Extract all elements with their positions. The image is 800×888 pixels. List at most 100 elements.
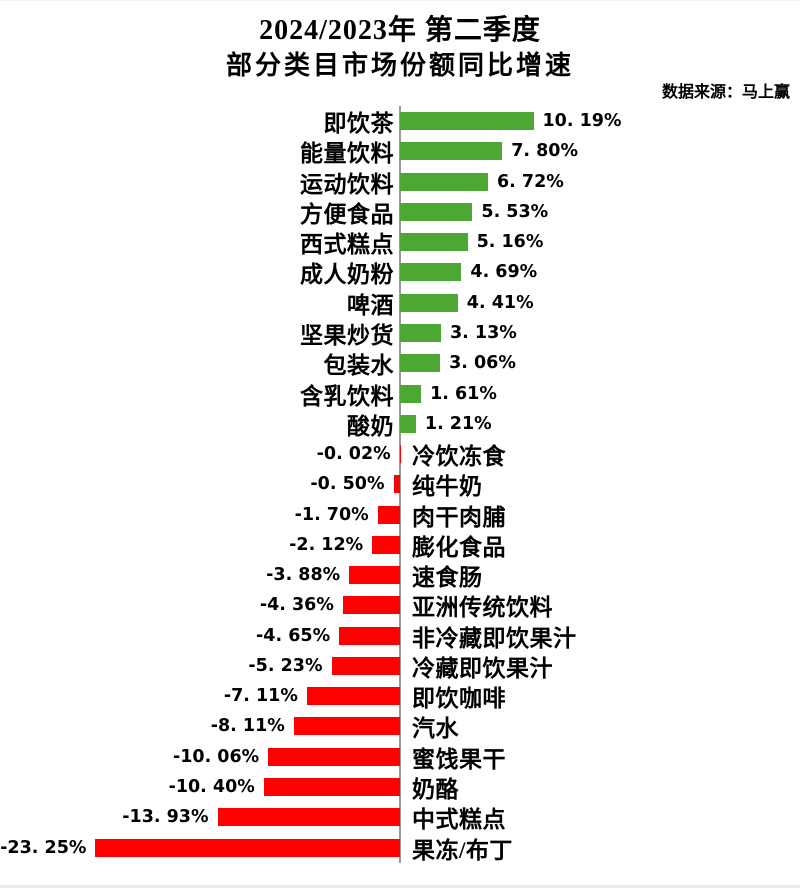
bar-negative bbox=[217, 808, 400, 827]
row-left-cell: -4. 36% bbox=[0, 595, 400, 615]
row-left-cell: -4. 65% bbox=[0, 626, 400, 646]
bar-row: 酸奶 1. 21% bbox=[0, 409, 800, 439]
bar-row: 即饮茶 10. 19% bbox=[0, 106, 800, 136]
row-left-cell: 西式糕点 bbox=[0, 225, 400, 259]
value-label: -8. 11% bbox=[210, 716, 285, 737]
category-label: 膨化食品 bbox=[412, 534, 506, 560]
value-label: -10. 40% bbox=[168, 776, 255, 797]
category-label: 运动饮料 bbox=[300, 171, 394, 197]
value-label: -10. 06% bbox=[172, 746, 260, 767]
row-right-cell: 4. 69% bbox=[400, 262, 800, 282]
bar-row: -7. 11% 即饮咖啡 bbox=[0, 681, 800, 711]
row-left-cell: -0. 50% bbox=[0, 474, 400, 494]
bar-row: -10. 40% 奶酪 bbox=[0, 772, 800, 802]
value-label: -2. 12% bbox=[289, 534, 364, 555]
bar-row: -5. 23% 冷藏即饮果汁 bbox=[0, 651, 800, 681]
category-label: 纯牛奶 bbox=[412, 474, 483, 500]
category-label: 非冷藏即饮果汁 bbox=[412, 625, 577, 651]
category-label: 蜜饯果干 bbox=[412, 746, 506, 772]
row-left-cell: 成人奶粉 bbox=[0, 255, 400, 289]
value-label: -0. 50% bbox=[310, 474, 385, 495]
bar-positive bbox=[400, 414, 416, 433]
row-left-cell: -0. 02% bbox=[0, 444, 400, 464]
category-label: 即饮茶 bbox=[323, 111, 394, 137]
row-right-cell: 1. 21% bbox=[400, 414, 800, 434]
bar-positive bbox=[400, 142, 503, 161]
row-right-cell: 速食肠 bbox=[400, 558, 800, 592]
row-left-cell: 即饮茶 bbox=[0, 104, 400, 138]
bar-negative bbox=[349, 566, 400, 585]
value-label: 4. 69% bbox=[470, 262, 538, 283]
row-left-cell: 方便食品 bbox=[0, 195, 400, 229]
row-left-cell: 包装水 bbox=[0, 346, 400, 380]
category-label: 含乳饮料 bbox=[300, 383, 394, 409]
category-label: 冷饮冻食 bbox=[412, 444, 506, 470]
bar-positive bbox=[400, 112, 534, 131]
value-label: -3. 88% bbox=[266, 565, 341, 586]
bar-negative bbox=[306, 687, 400, 706]
value-label: -4. 36% bbox=[259, 595, 334, 616]
row-right-cell: 膨化食品 bbox=[400, 528, 800, 562]
category-label: 啤酒 bbox=[347, 292, 394, 318]
row-right-cell: 7. 80% bbox=[400, 141, 800, 161]
category-label: 包装水 bbox=[323, 353, 394, 379]
row-right-cell: 即饮咖啡 bbox=[400, 679, 800, 713]
row-left-cell: -5. 23% bbox=[0, 656, 400, 676]
bar-row: -3. 88% 速食肠 bbox=[0, 560, 800, 590]
row-right-cell: 奶酪 bbox=[400, 770, 800, 804]
category-label: 奶酪 bbox=[412, 776, 459, 802]
value-label: -5. 23% bbox=[248, 655, 323, 676]
row-right-cell: 蜜饯果干 bbox=[400, 740, 800, 774]
row-left-cell: 酸奶 bbox=[0, 407, 400, 441]
row-right-cell: 3. 13% bbox=[400, 323, 800, 343]
value-label: 10. 19% bbox=[542, 111, 622, 132]
category-label: 冷藏即饮果汁 bbox=[412, 655, 553, 681]
bar-negative bbox=[331, 656, 400, 675]
row-right-cell: 5. 53% bbox=[400, 202, 800, 222]
category-label: 坚果炒货 bbox=[300, 323, 394, 348]
bar-negative bbox=[95, 838, 400, 857]
bar-row: -10. 06% 蜜饯果干 bbox=[0, 742, 800, 772]
row-left-cell: 运动饮料 bbox=[0, 165, 400, 199]
bar-negative bbox=[339, 626, 400, 645]
category-label: 酸奶 bbox=[347, 413, 394, 439]
bar-row: 成人奶粉 4. 69% bbox=[0, 257, 800, 287]
bar-negative bbox=[372, 535, 400, 554]
value-label: 5. 53% bbox=[481, 201, 549, 222]
category-label: 中式糕点 bbox=[412, 807, 506, 833]
bar-row: 啤酒 4. 41% bbox=[0, 288, 800, 318]
bar-row: -8. 11% 汽水 bbox=[0, 711, 800, 741]
row-left-cell: -3. 88% bbox=[0, 565, 400, 585]
row-right-cell: 5. 16% bbox=[400, 232, 800, 252]
value-label: 4. 41% bbox=[466, 292, 534, 313]
bar-row: 含乳饮料 1. 61% bbox=[0, 377, 800, 411]
bar-row: -2. 12% 膨化食品 bbox=[0, 530, 800, 560]
bar-positive bbox=[400, 384, 422, 403]
bar-row: -0. 50% 纯牛奶 bbox=[0, 469, 800, 499]
row-right-cell: 冷藏即饮果汁 bbox=[400, 649, 800, 683]
bar-row: -23. 25% 果冻/布丁 bbox=[0, 832, 800, 863]
value-label: 1. 21% bbox=[424, 413, 492, 434]
value-label: 3. 06% bbox=[449, 353, 516, 374]
category-label: 肉干肉脯 bbox=[412, 504, 506, 530]
bar-negative bbox=[342, 596, 400, 615]
category-label: 方便食品 bbox=[300, 201, 394, 227]
row-right-cell: 亚洲传统饮料 bbox=[400, 588, 800, 622]
value-label: -7. 11% bbox=[223, 686, 298, 707]
row-left-cell: -1. 70% bbox=[0, 505, 400, 525]
bar-positive bbox=[400, 293, 458, 312]
row-right-cell: 6. 72% bbox=[400, 172, 800, 192]
category-label: 成人奶粉 bbox=[300, 262, 394, 288]
bar-negative bbox=[377, 505, 400, 524]
data-source-note: 数据来源：马上赢 bbox=[661, 84, 790, 101]
bar-row: 方便食品 5. 53% bbox=[0, 197, 800, 227]
category-label: 汽水 bbox=[412, 716, 459, 742]
bar-row: 运动饮料 6. 72% bbox=[0, 167, 800, 197]
row-right-cell: 4. 41% bbox=[400, 293, 800, 313]
category-label: 亚洲传统饮料 bbox=[412, 595, 553, 621]
row-right-cell: 纯牛奶 bbox=[400, 467, 800, 501]
bar-row: 西式糕点 5. 16% bbox=[0, 227, 800, 257]
row-right-cell: 汽水 bbox=[400, 709, 800, 743]
bar-positive bbox=[400, 323, 441, 342]
row-left-cell: 含乳饮料 bbox=[0, 377, 400, 411]
